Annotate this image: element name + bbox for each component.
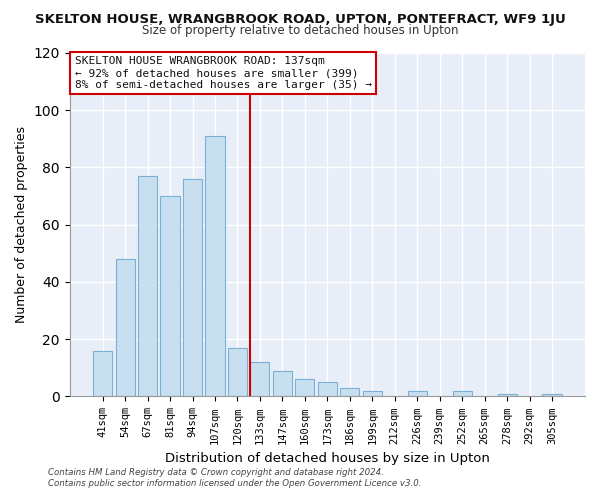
- Bar: [116, 259, 134, 396]
- Bar: [363, 390, 382, 396]
- Bar: [273, 370, 292, 396]
- Text: SKELTON HOUSE, WRANGBROOK ROAD, UPTON, PONTEFRACT, WF9 1JU: SKELTON HOUSE, WRANGBROOK ROAD, UPTON, P…: [35, 12, 565, 26]
- Bar: [407, 390, 427, 396]
- Bar: [205, 136, 224, 396]
- Bar: [318, 382, 337, 396]
- Y-axis label: Number of detached properties: Number of detached properties: [15, 126, 28, 323]
- Bar: [497, 394, 517, 396]
- Bar: [228, 348, 247, 397]
- Bar: [542, 394, 562, 396]
- Bar: [250, 362, 269, 396]
- Bar: [340, 388, 359, 396]
- X-axis label: Distribution of detached houses by size in Upton: Distribution of detached houses by size …: [165, 452, 490, 465]
- Bar: [295, 380, 314, 396]
- Text: SKELTON HOUSE WRANGBROOK ROAD: 137sqm
← 92% of detached houses are smaller (399): SKELTON HOUSE WRANGBROOK ROAD: 137sqm ← …: [75, 56, 372, 90]
- Bar: [160, 196, 179, 396]
- Text: Contains HM Land Registry data © Crown copyright and database right 2024.
Contai: Contains HM Land Registry data © Crown c…: [48, 468, 421, 487]
- Bar: [452, 390, 472, 396]
- Bar: [93, 350, 112, 397]
- Bar: [183, 179, 202, 396]
- Text: Size of property relative to detached houses in Upton: Size of property relative to detached ho…: [142, 24, 458, 37]
- Bar: [138, 176, 157, 396]
